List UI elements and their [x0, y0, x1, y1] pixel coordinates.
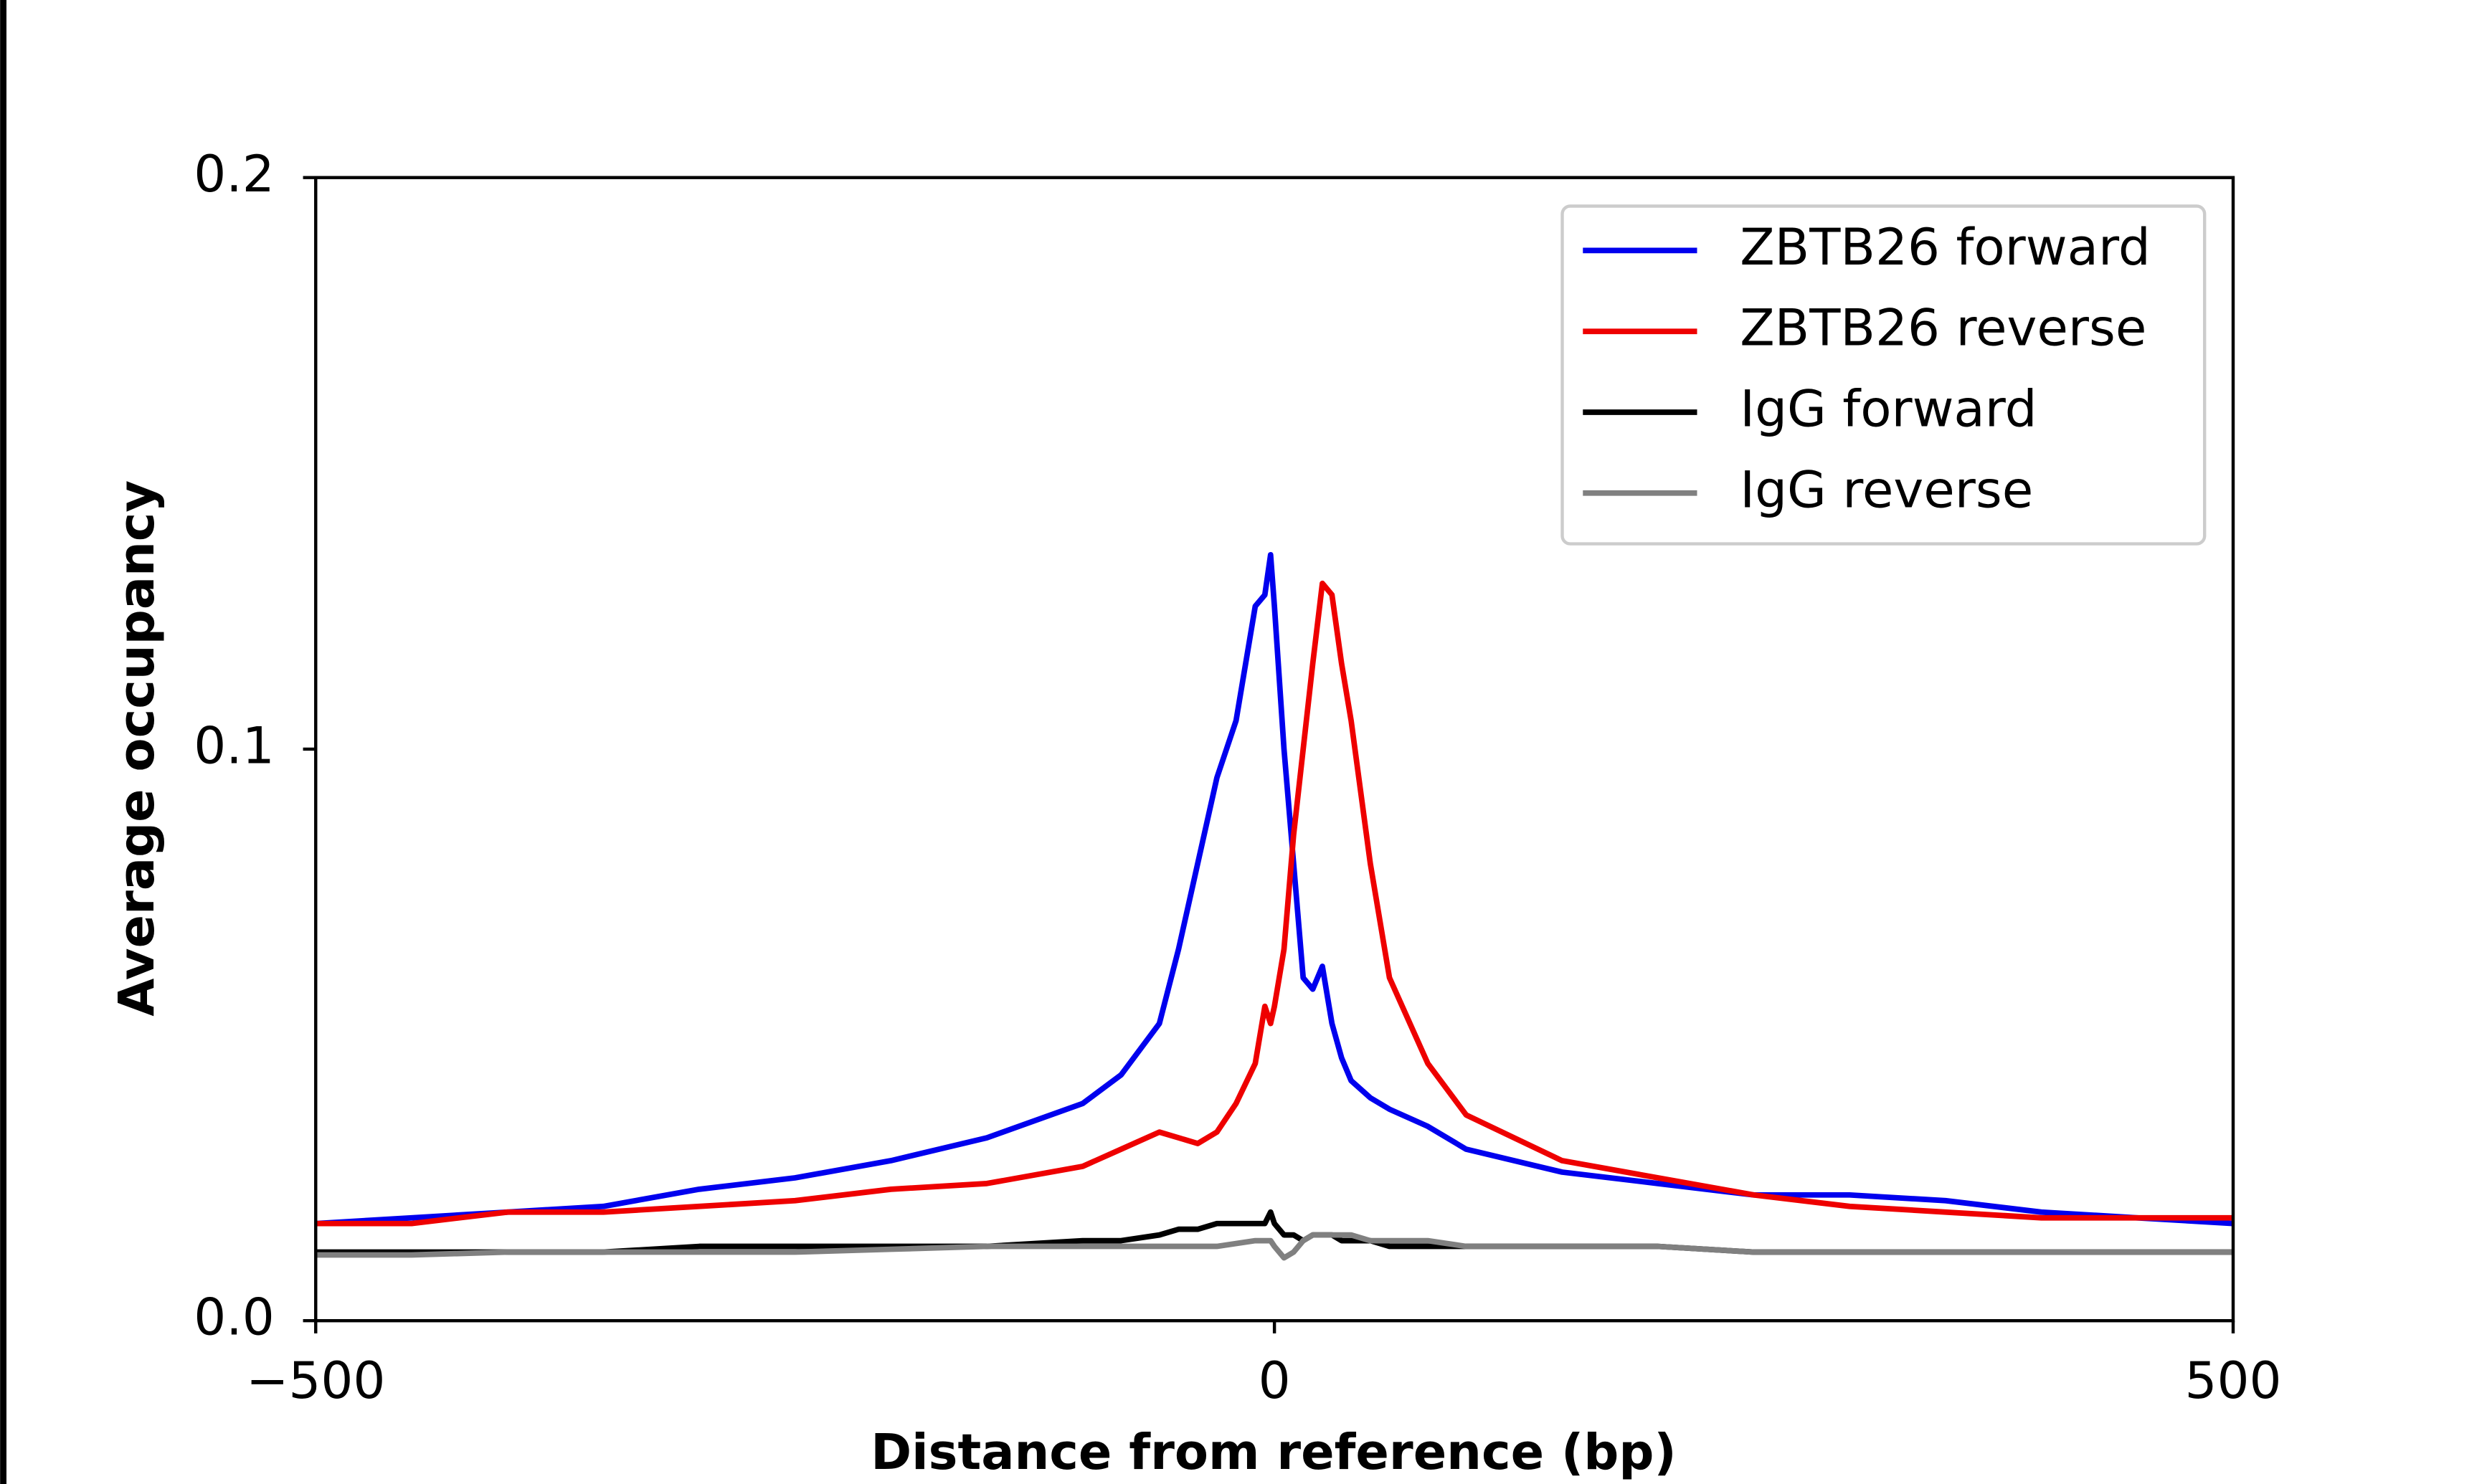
y-axis-label: Average occupancy	[108, 480, 166, 1017]
x-axis-label: Distance from reference (bp)	[871, 1424, 1677, 1481]
y-tick-label: 0.2	[194, 144, 275, 204]
edge-bar	[0, 0, 7, 1484]
series-line	[316, 580, 2234, 1227]
y-tick-label: 0.1	[194, 715, 275, 775]
x-tick-label: 500	[2184, 1351, 2281, 1410]
plot-frame	[314, 176, 2235, 1323]
x-tick-label: 0	[1259, 1351, 1291, 1410]
legend-label: IgG forward	[1740, 379, 2037, 439]
series-line	[316, 1232, 2234, 1261]
y-tick-label: 0.0	[194, 1288, 275, 1347]
x-tick-label: −500	[246, 1351, 385, 1410]
legend-label: ZBTB26 reverse	[1740, 298, 2146, 358]
series-line	[316, 552, 2234, 1227]
legend-label: ZBTB26 forward	[1740, 217, 2151, 277]
legend-box	[1560, 204, 2207, 546]
legend-label: IgG reverse	[1740, 460, 2033, 519]
